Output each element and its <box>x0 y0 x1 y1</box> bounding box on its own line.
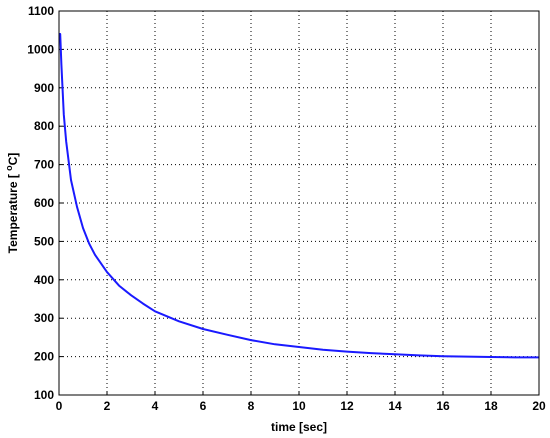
grid-lines <box>59 11 539 395</box>
series-line-temperature <box>59 33 539 359</box>
y-axis-label: Temperature [ oC] <box>4 153 20 254</box>
y-axis-label-degree-sup: o <box>4 165 14 171</box>
y-tick-label: 100 <box>34 388 54 402</box>
x-tick-label: 8 <box>248 399 255 413</box>
y-tick-label: 400 <box>34 273 54 287</box>
plot-frame <box>58 10 540 396</box>
series-layer <box>59 33 539 359</box>
x-tick-label: 16 <box>436 399 450 413</box>
x-tick-label: 6 <box>200 399 207 413</box>
y-axis-label-unit: C <box>6 156 20 165</box>
y-tick-label: 200 <box>34 350 54 364</box>
y-tick-label: 900 <box>34 81 54 95</box>
y-tick-label: 500 <box>34 234 54 248</box>
x-tick-label: 20 <box>532 399 546 413</box>
x-axis-label: time [sec] <box>271 420 327 434</box>
y-tick-label: 1100 <box>28 4 54 18</box>
y-axis-label-prefix: Temperature [ <box>6 171 20 253</box>
y-tick-label: 800 <box>34 119 54 133</box>
x-tick-label: 2 <box>104 399 111 413</box>
x-tick-label: 12 <box>340 399 354 413</box>
y-tick-label: 300 <box>34 311 54 325</box>
x-tick-label: 10 <box>292 399 306 413</box>
x-tick-label: 18 <box>484 399 498 413</box>
y-tick-label: 600 <box>34 196 54 210</box>
x-tick-label: 0 <box>56 399 63 413</box>
tick-labels: 0 2 4 6 8 10 12 14 16 18 20 100 200 300 400 500 600 700 80… <box>27 4 546 413</box>
y-axis-label-suffix: ] <box>6 153 20 157</box>
x-tick-label: 4 <box>152 399 159 413</box>
y-tick-label: 1000 <box>27 42 54 56</box>
y-tick-label: 700 <box>34 158 54 172</box>
x-tick-label: 14 <box>388 399 402 413</box>
